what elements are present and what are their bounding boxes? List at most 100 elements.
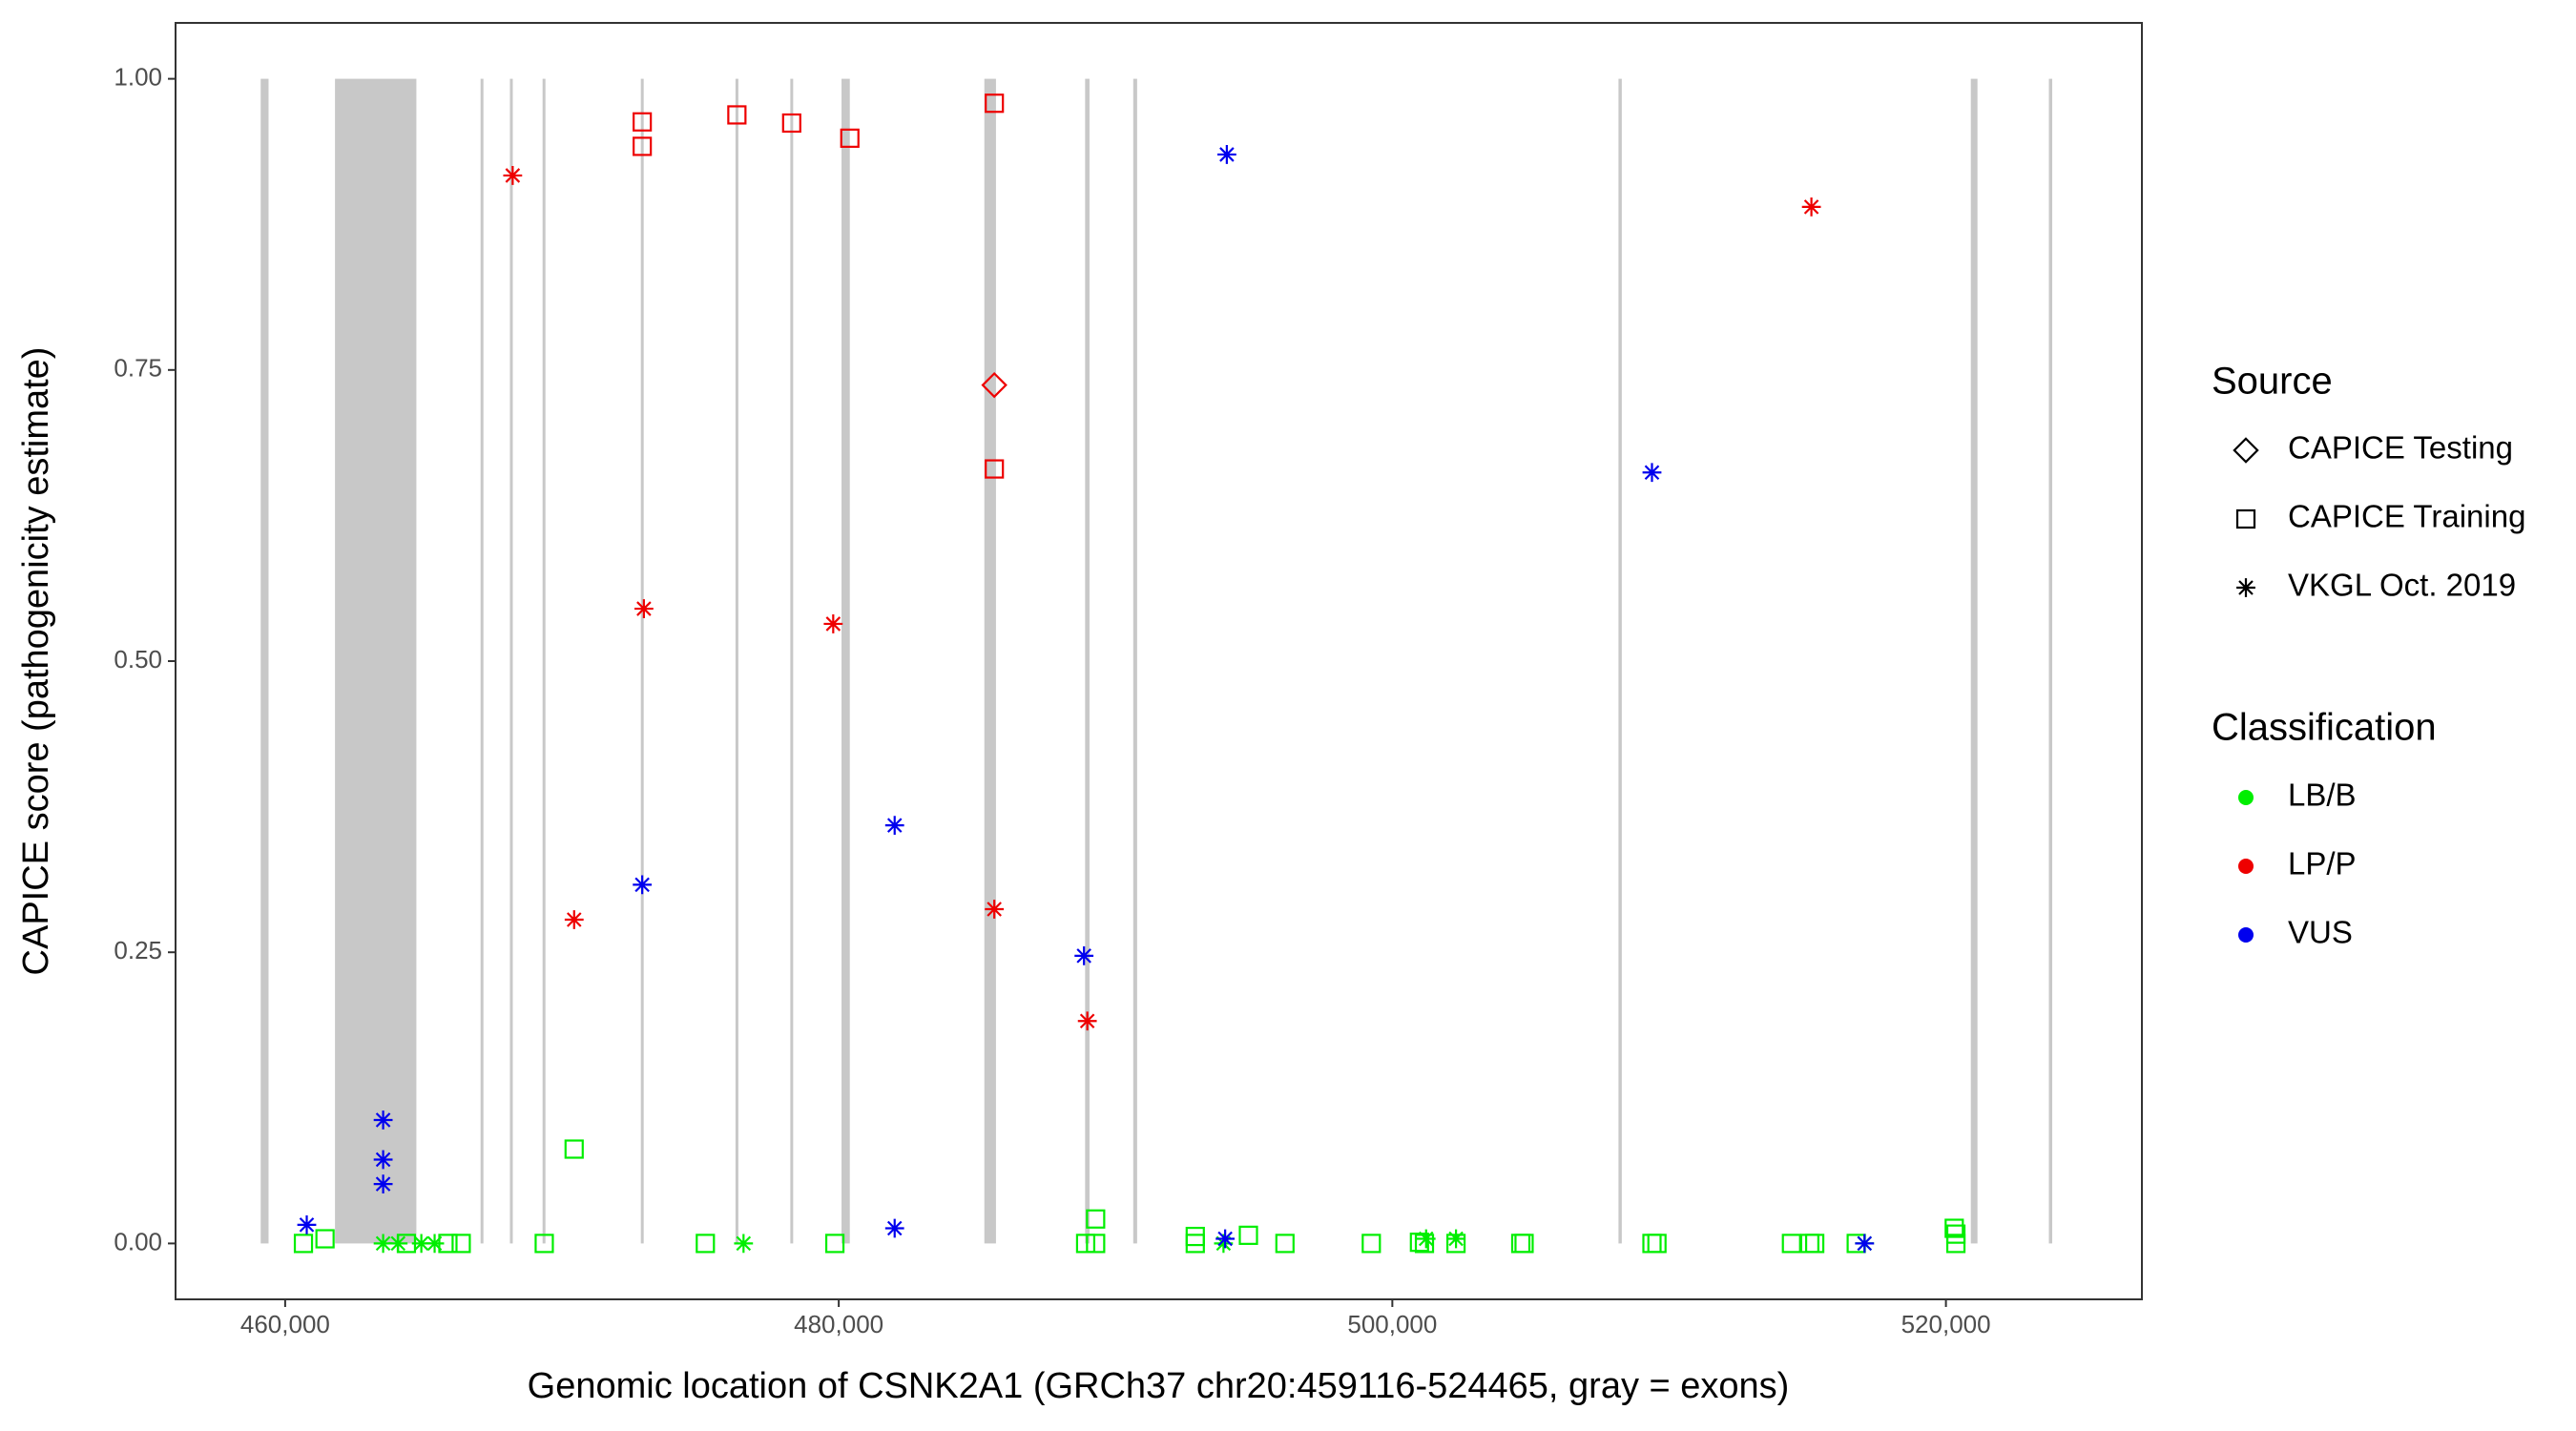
point-square bbox=[985, 93, 1005, 114]
point-square bbox=[315, 1229, 335, 1249]
y-tick-label: 0.25 bbox=[114, 936, 162, 964]
point-square bbox=[1075, 1234, 1096, 1254]
point-star bbox=[1077, 1011, 1097, 1031]
point-square bbox=[696, 1234, 716, 1254]
exon-band bbox=[509, 78, 513, 1244]
legend-label: VKGL Oct. 2019 bbox=[2288, 568, 2516, 603]
exon-band bbox=[1132, 78, 1137, 1244]
point-square bbox=[633, 112, 653, 132]
exon-band bbox=[735, 78, 738, 1244]
x-tick-label: 500,000 bbox=[1347, 1310, 1437, 1338]
point-square bbox=[2235, 508, 2256, 529]
exon-band bbox=[640, 78, 644, 1244]
point-star bbox=[1801, 197, 1821, 217]
exon-band bbox=[480, 78, 484, 1244]
point-star bbox=[1642, 463, 1662, 483]
legend-label: CAPICE Testing bbox=[2288, 430, 2513, 466]
point-star bbox=[1216, 145, 1236, 164]
point-square bbox=[1945, 1234, 1966, 1254]
x-tick-label: 520,000 bbox=[1901, 1310, 1991, 1338]
point-star bbox=[633, 875, 653, 895]
point-star bbox=[1214, 1234, 1234, 1254]
legend-key bbox=[2238, 859, 2254, 874]
exon-band bbox=[542, 78, 546, 1244]
point-square bbox=[1409, 1233, 1429, 1253]
plot-panel bbox=[175, 22, 2143, 1300]
point-star bbox=[734, 1234, 754, 1254]
point-diamond bbox=[2233, 437, 2259, 464]
legend-label: VUS bbox=[2288, 915, 2353, 950]
point-square bbox=[1185, 1234, 1205, 1254]
point-star bbox=[1855, 1234, 1875, 1254]
point-square bbox=[1414, 1234, 1435, 1254]
point-square bbox=[781, 113, 801, 134]
point-square bbox=[564, 1139, 584, 1159]
point-square bbox=[1804, 1234, 1825, 1254]
point-star bbox=[503, 166, 523, 185]
point-star bbox=[297, 1214, 317, 1234]
point-star bbox=[564, 910, 584, 929]
point-diamond bbox=[981, 371, 1008, 399]
exon-band bbox=[2048, 78, 2053, 1244]
legend-label: LB/B bbox=[2288, 778, 2357, 813]
point-star bbox=[373, 1150, 393, 1170]
point-square bbox=[1185, 1226, 1205, 1247]
point-star bbox=[373, 1110, 393, 1130]
exon-band bbox=[984, 78, 996, 1244]
point-star bbox=[634, 599, 654, 618]
y-tick-label: 0.75 bbox=[114, 354, 162, 383]
point-square bbox=[1086, 1234, 1106, 1254]
y-tick-label: 1.00 bbox=[114, 62, 162, 91]
point-square bbox=[293, 1234, 314, 1254]
point-star bbox=[985, 900, 1005, 919]
point-square bbox=[727, 105, 747, 125]
point-star bbox=[373, 1174, 393, 1194]
point-square bbox=[1799, 1234, 1819, 1254]
point-square bbox=[1944, 1218, 1964, 1238]
point-square bbox=[633, 136, 653, 156]
point-square bbox=[1781, 1234, 1801, 1254]
point-square bbox=[985, 459, 1005, 479]
point-square bbox=[1647, 1234, 1667, 1254]
point-star bbox=[884, 1218, 904, 1238]
point-star bbox=[411, 1234, 431, 1254]
point-square bbox=[1275, 1234, 1295, 1254]
legend-label: CAPICE Training bbox=[2288, 499, 2525, 534]
point-star bbox=[884, 816, 904, 836]
legend-key bbox=[2238, 927, 2254, 943]
point-star bbox=[388, 1234, 408, 1254]
x-tick-label: 480,000 bbox=[794, 1310, 883, 1338]
point-square bbox=[1238, 1225, 1258, 1245]
point-star bbox=[1446, 1229, 1465, 1249]
exon-band bbox=[260, 78, 269, 1244]
point-star bbox=[425, 1234, 445, 1254]
legend-label: LP/P bbox=[2288, 846, 2357, 881]
y-tick-label: 0.50 bbox=[114, 645, 162, 674]
point-star bbox=[1074, 945, 1094, 965]
point-star bbox=[1416, 1229, 1436, 1249]
exon-band bbox=[1618, 78, 1622, 1244]
point-square bbox=[840, 128, 860, 148]
point-square bbox=[451, 1234, 471, 1254]
y-tick-label: 0.00 bbox=[114, 1227, 162, 1255]
exon-band bbox=[1970, 78, 1978, 1244]
point-square bbox=[824, 1234, 845, 1254]
exon-band bbox=[841, 78, 850, 1244]
point-square bbox=[1361, 1234, 1381, 1254]
legend-title: Classification bbox=[2212, 707, 2437, 749]
exon-band bbox=[790, 78, 794, 1244]
exon-band bbox=[335, 78, 417, 1244]
legend-key bbox=[2238, 790, 2254, 805]
point-star bbox=[373, 1234, 393, 1254]
point-square bbox=[1086, 1209, 1106, 1229]
x-tick-label: 460,000 bbox=[240, 1310, 330, 1338]
exon-band bbox=[1085, 78, 1090, 1244]
y-axis-title: CAPICE score (pathogenicity estimate) bbox=[16, 347, 56, 976]
legend-title: Source bbox=[2212, 361, 2333, 403]
point-square bbox=[1514, 1234, 1534, 1254]
point-star bbox=[823, 614, 843, 633]
point-square bbox=[1642, 1234, 1662, 1254]
point-square bbox=[534, 1234, 554, 1254]
